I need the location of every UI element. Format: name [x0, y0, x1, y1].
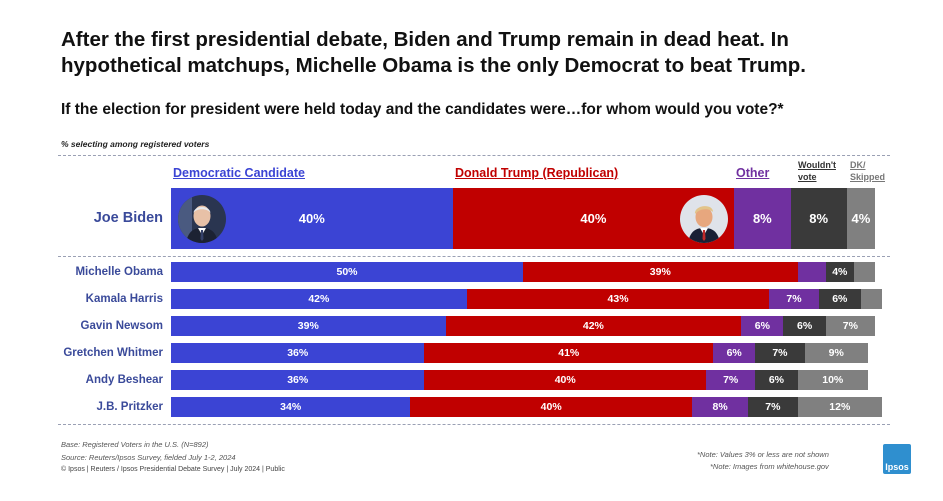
data-label: 39% — [649, 266, 671, 278]
header-dk-line1: DK/ — [850, 160, 866, 170]
footer-source: Source: Reuters/Ipsos Survey, fielded Ju… — [61, 453, 236, 462]
bar-segment-rep: 41% — [424, 343, 714, 363]
footer-note-threshold: *Note: Values 3% or less are not shown — [697, 450, 829, 459]
bar-segment-dem: 50% — [171, 262, 523, 282]
chart-subtitle: If the election for president were held … — [61, 101, 784, 118]
row-label: Gretchen Whitmer — [63, 347, 163, 359]
title-line-1: After the first presidential debate, Bid… — [61, 28, 789, 51]
bar-segment-dk: 7% — [825, 316, 875, 336]
data-label: 39% — [297, 320, 319, 332]
data-label: 40% — [298, 211, 325, 226]
data-label: 8% — [809, 211, 829, 226]
bar-segment-other: 7% — [769, 289, 819, 309]
data-label: 42% — [308, 293, 330, 305]
bar-segment-wouldnt: 6% — [818, 289, 861, 309]
data-label: 9% — [828, 347, 844, 359]
base-note: % selecting among registered voters — [61, 139, 210, 149]
bar-segment-dem: 36% — [171, 343, 425, 363]
data-label: 10% — [822, 374, 844, 386]
divider-bottom — [58, 424, 890, 425]
row-label: Joe Biden — [93, 210, 163, 226]
bar-segment-other: 8% — [734, 188, 791, 249]
data-label: 4% — [851, 211, 871, 226]
data-label: 6% — [832, 293, 848, 305]
data-label: 40% — [580, 211, 607, 226]
chart-title: After the first presidential debate, Bid… — [61, 27, 921, 79]
bar-segment-rep: 40% — [424, 370, 707, 390]
header-democratic: Democratic Candidate — [173, 166, 305, 180]
row-label: Andy Beshear — [85, 374, 163, 386]
divider-middle — [58, 256, 890, 257]
bar-segment-wouldnt: 4% — [825, 262, 854, 282]
biden-portrait — [178, 195, 226, 243]
data-label: 36% — [287, 347, 309, 359]
header-other: Other — [736, 166, 770, 180]
data-label: 12% — [829, 401, 851, 413]
header-dk-skipped: DK/ Skipped — [850, 159, 885, 183]
header-wouldnt-line2: vote — [798, 172, 817, 182]
data-label: 7% — [723, 374, 739, 386]
bar-segment-other: 6% — [713, 343, 756, 363]
footer-copyright: © Ipsos | Reuters / Ipsos Presidential D… — [61, 466, 285, 473]
bar-segment-wouldnt: 8% — [790, 188, 847, 249]
bar-segment-wouldnt: 6% — [755, 370, 798, 390]
data-label: 36% — [287, 374, 309, 386]
bar-segment-dk — [860, 289, 883, 309]
data-label: 42% — [582, 320, 604, 332]
bar-segment-rep: 42% — [445, 316, 742, 336]
data-label: 8% — [752, 211, 772, 226]
data-label: 41% — [558, 347, 580, 359]
bar-segment-wouldnt: 6% — [783, 316, 826, 336]
data-label: 40% — [554, 374, 576, 386]
data-label: 6% — [796, 320, 813, 332]
bar-segment-dem: 42% — [171, 289, 467, 309]
data-label: 43% — [607, 293, 629, 305]
bar-segment-other — [797, 262, 826, 282]
footer-note-images: *Note: Images from whitehouse.gov — [710, 462, 829, 471]
data-label: 50% — [336, 266, 358, 278]
bar-segment-dk: 10% — [797, 370, 868, 390]
data-label: 6% — [754, 320, 770, 332]
data-label: 6% — [768, 374, 785, 386]
data-label: 34% — [280, 401, 302, 413]
bar-segment-dem: 39% — [171, 316, 446, 336]
ipsos-logo: Ipsos — [883, 444, 911, 474]
footer-base: Base: Registered Voters in the U.S. (N=8… — [61, 440, 209, 449]
bar-segment-other: 8% — [691, 397, 749, 417]
bar-segment-rep: 39% — [523, 262, 798, 282]
row-label: Kamala Harris — [85, 293, 163, 305]
row-label: Gavin Newsom — [80, 320, 163, 332]
bar-segment-dem: 34% — [171, 397, 411, 417]
bar-segment-dk: 12% — [797, 397, 883, 417]
trump-portrait — [680, 195, 728, 243]
bar-segment-dem: 36% — [171, 370, 425, 390]
data-label: 40% — [540, 401, 562, 413]
data-label: 7% — [765, 401, 781, 413]
header-wouldnt-line1: Wouldn't — [798, 160, 836, 170]
header-republican: Donald Trump (Republican) — [455, 166, 619, 180]
header-wouldnt-vote: Wouldn't vote — [798, 159, 836, 183]
data-label: 7% — [842, 320, 858, 332]
divider-top — [58, 155, 890, 156]
bar-segment-wouldnt: 7% — [755, 343, 805, 363]
data-label: 8% — [712, 401, 728, 413]
data-label: 6% — [726, 347, 742, 359]
bar-segment-wouldnt: 7% — [748, 397, 798, 417]
bar-segment-dk: 9% — [804, 343, 868, 363]
bar-segment-other: 6% — [741, 316, 784, 336]
bar-segment-rep: 40% — [410, 397, 692, 417]
bar-segment-dk: 4% — [846, 188, 875, 249]
data-label: 4% — [832, 266, 848, 278]
bar-segment-rep: 43% — [466, 289, 770, 309]
bar-segment-dk — [853, 262, 875, 282]
bar-segment-other: 7% — [706, 370, 756, 390]
header-dk-line2: Skipped — [850, 172, 886, 182]
row-label: Michelle Obama — [75, 266, 163, 278]
row-label: J.B. Pritzker — [96, 401, 163, 413]
title-line-2: hypothetical matchups, Michelle Obama is… — [61, 54, 806, 77]
data-label: 7% — [772, 347, 788, 359]
data-label: 7% — [786, 293, 802, 305]
